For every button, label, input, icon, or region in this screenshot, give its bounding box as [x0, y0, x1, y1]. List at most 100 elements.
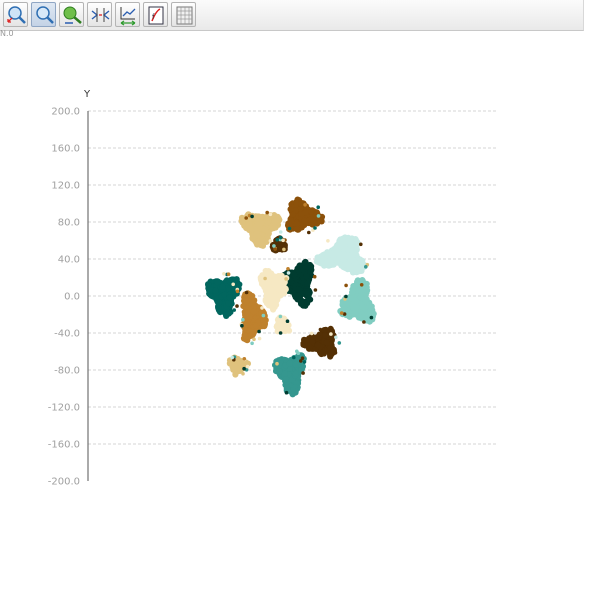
export-button[interactable]: f [143, 2, 168, 27]
scatter-point [298, 366, 305, 373]
scatter-point [275, 319, 282, 327]
scatter-point [272, 276, 279, 283]
scatter-point [347, 236, 354, 243]
scatter-point [356, 313, 363, 320]
y-tick-label: 120.0 [51, 181, 80, 192]
pan-icon [63, 6, 82, 24]
zoom-button[interactable] [31, 2, 56, 27]
export-icon: f [148, 6, 164, 25]
scatter-points[interactable] [205, 196, 377, 398]
scatter-point [333, 350, 338, 355]
rescale-button[interactable] [115, 2, 140, 27]
pan-button[interactable] [59, 2, 84, 27]
scatter-point [289, 211, 296, 218]
scatter-point [282, 247, 286, 252]
scatter-point [282, 375, 290, 382]
scatter-point [225, 300, 232, 307]
scatter-point [344, 294, 348, 299]
point-cluster[interactable] [205, 276, 243, 319]
scatter-point [244, 216, 248, 220]
point-cluster[interactable] [300, 325, 337, 360]
scatter-point [282, 285, 289, 292]
scatter-point [287, 206, 294, 213]
scatter-point [221, 291, 228, 298]
scatter-point [362, 287, 369, 294]
y-tick-label: 80.0 [58, 218, 80, 229]
scatter-point [265, 295, 272, 302]
scatter-point [286, 271, 291, 275]
point-cluster[interactable] [273, 314, 293, 335]
scatter-point [298, 200, 305, 207]
scatter-point [368, 304, 375, 311]
scatter-point [268, 212, 273, 217]
scatter-point [278, 314, 283, 319]
scatter-point [286, 365, 293, 372]
scatter-point [212, 287, 219, 294]
grid-icon [176, 6, 193, 25]
scatter-point [342, 307, 349, 314]
scatter-point [277, 292, 284, 299]
scatter-point [263, 276, 267, 281]
scatter-point [303, 203, 307, 207]
scatter-point [362, 320, 366, 324]
scatter-point [247, 225, 254, 232]
fit-axes-button[interactable] [87, 2, 112, 27]
scatter-point [242, 357, 247, 361]
scatter-point [265, 210, 270, 215]
point-cluster[interactable] [337, 277, 377, 325]
point-cluster[interactable] [285, 196, 326, 233]
scatter-point [327, 259, 335, 266]
scatter-point [253, 231, 260, 238]
point-cluster[interactable] [269, 235, 288, 254]
scatter-point [318, 327, 323, 332]
scatter-point [242, 366, 246, 371]
scatter-point [296, 286, 303, 293]
scatter-point [240, 323, 244, 328]
scatter-point [272, 244, 276, 248]
scatter-point [354, 278, 361, 285]
scatter-point [215, 299, 223, 306]
scatter-point [205, 281, 212, 288]
point-cluster[interactable] [272, 352, 307, 398]
scatter-point [299, 359, 303, 363]
point-cluster[interactable] [257, 267, 290, 313]
y-tick-label: -80.0 [54, 366, 80, 377]
svg-text:f: f [152, 13, 155, 21]
scatter-point [303, 273, 310, 280]
scatter-point [304, 280, 311, 287]
scatter-point [250, 341, 254, 346]
scatter-point [339, 311, 344, 315]
scatter-point [349, 241, 356, 248]
scatter-point [351, 297, 358, 304]
scatter-point [364, 265, 368, 269]
scatter-point [276, 368, 283, 375]
scatter-point [238, 217, 245, 224]
scatter-point [346, 264, 353, 271]
scatter-point [309, 331, 314, 336]
point-cluster[interactable] [238, 211, 283, 249]
scatter-point [273, 247, 278, 251]
scatter-point [313, 288, 318, 292]
scatter-point [297, 385, 301, 390]
point-cluster[interactable] [313, 234, 368, 276]
scatter-point [313, 226, 317, 230]
scatter-point [293, 225, 301, 232]
scatter-point [262, 282, 269, 289]
scatter-point [219, 283, 226, 290]
scatter-point [243, 298, 250, 305]
zoom-in-button[interactable] [3, 2, 28, 27]
scatter-point [222, 272, 226, 276]
scatter-point [252, 322, 260, 329]
scatter-point [294, 296, 301, 303]
scatter-point [301, 217, 308, 224]
scatter-point [261, 313, 266, 318]
scatter-point [363, 295, 370, 303]
scatter-point [369, 315, 374, 320]
scatter-point [241, 317, 245, 322]
grid-button[interactable] [171, 2, 196, 27]
scatter-point [342, 312, 347, 316]
grid-lines [88, 110, 496, 445]
scatter-point [241, 371, 245, 376]
scatter-point [257, 336, 262, 341]
point-cluster[interactable] [239, 290, 269, 344]
